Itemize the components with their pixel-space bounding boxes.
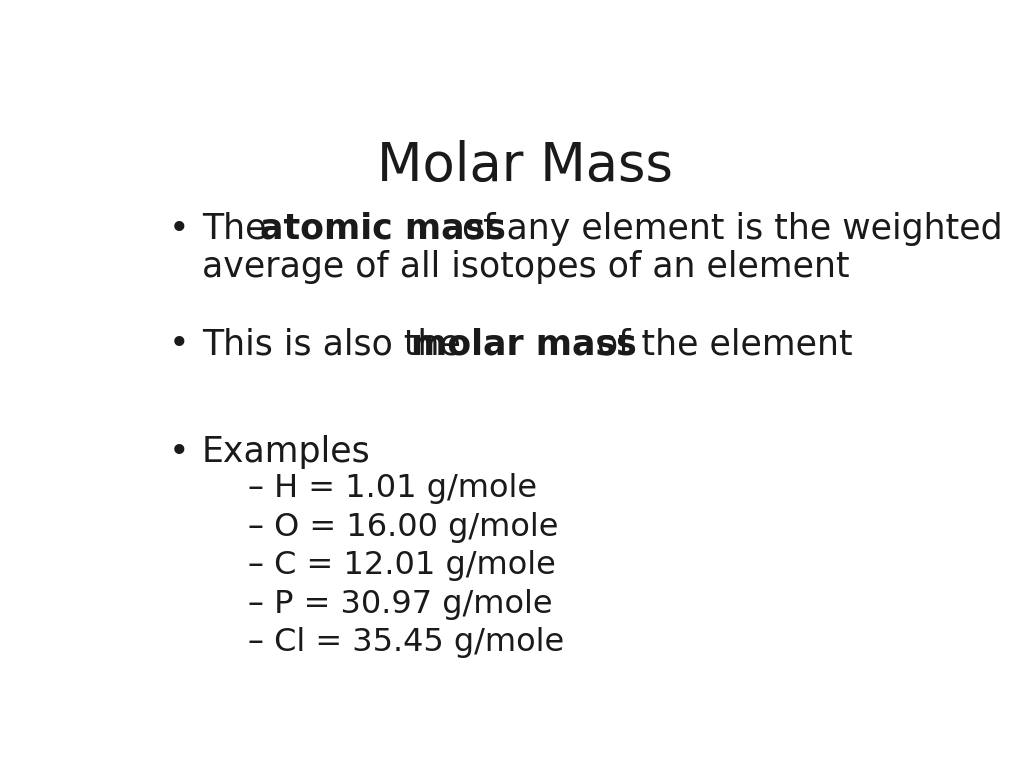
Text: •: •	[168, 435, 188, 468]
Text: The: The	[202, 211, 278, 246]
Text: Examples: Examples	[202, 435, 371, 468]
Text: – H = 1.01 g/mole: – H = 1.01 g/mole	[248, 473, 538, 505]
Text: •: •	[168, 327, 188, 361]
Text: of any element is the weighted: of any element is the weighted	[451, 211, 1002, 246]
Text: Molar Mass: Molar Mass	[377, 140, 673, 192]
Text: – C = 12.01 g/mole: – C = 12.01 g/mole	[248, 551, 556, 581]
Text: – P = 30.97 g/mole: – P = 30.97 g/mole	[248, 589, 553, 620]
Text: average of all isotopes of an element: average of all isotopes of an element	[202, 250, 849, 284]
Text: molar mass: molar mass	[411, 327, 637, 361]
Text: – O = 16.00 g/mole: – O = 16.00 g/mole	[248, 511, 559, 543]
Text: •: •	[168, 211, 188, 246]
Text: This is also the: This is also the	[202, 327, 471, 361]
Text: of the element: of the element	[586, 327, 852, 361]
Text: – Cl = 35.45 g/mole: – Cl = 35.45 g/mole	[248, 627, 564, 658]
Text: atomic mass: atomic mass	[260, 211, 506, 246]
